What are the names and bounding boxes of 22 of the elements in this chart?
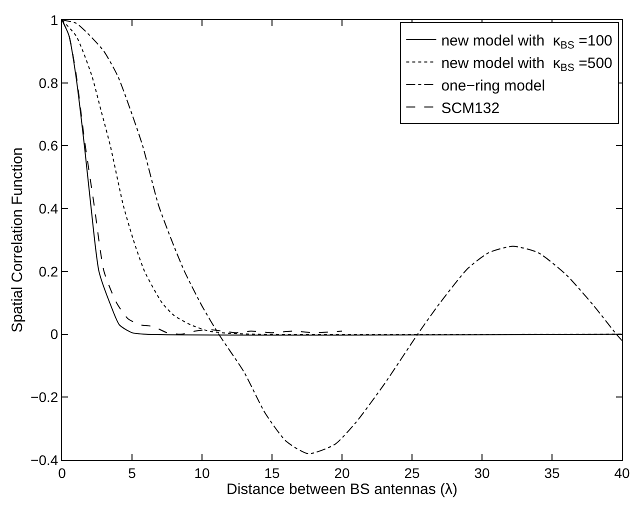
x-tick-label: 20 (334, 464, 350, 481)
x-axis-title: Distance between BS antennas (λ) (226, 480, 458, 498)
legend-label: SCM132 (441, 100, 500, 117)
y-tick-label: −0.4 (30, 452, 58, 468)
y-tick-label: 0.4 (38, 200, 58, 216)
legend-label: new model with κ$_{BS}$ =100 (441, 32, 612, 52)
y-axis-title: Spatial Correlation Function (8, 147, 26, 333)
x-tick-label: 5 (128, 464, 136, 481)
x-tick-label: 35 (544, 464, 560, 481)
legend-label: one−ring model (441, 77, 546, 94)
y-tick-label: 0.6 (38, 138, 58, 154)
y-tick-label: −0.2 (30, 389, 58, 406)
legend-label: new model with κ$_{BS}$ =500 (441, 54, 612, 74)
x-tick-label: 40 (614, 464, 630, 481)
y-tick-label: 0.8 (38, 74, 58, 91)
y-tick-label: 0 (50, 326, 58, 342)
y-tick-label: 0.2 (38, 263, 58, 280)
y-tick-label: 1 (50, 12, 58, 28)
x-tick-label: 10 (194, 464, 210, 481)
x-tick-label: 25 (404, 464, 420, 481)
x-tick-label: 30 (474, 464, 490, 481)
x-tick-label: 15 (264, 464, 280, 481)
